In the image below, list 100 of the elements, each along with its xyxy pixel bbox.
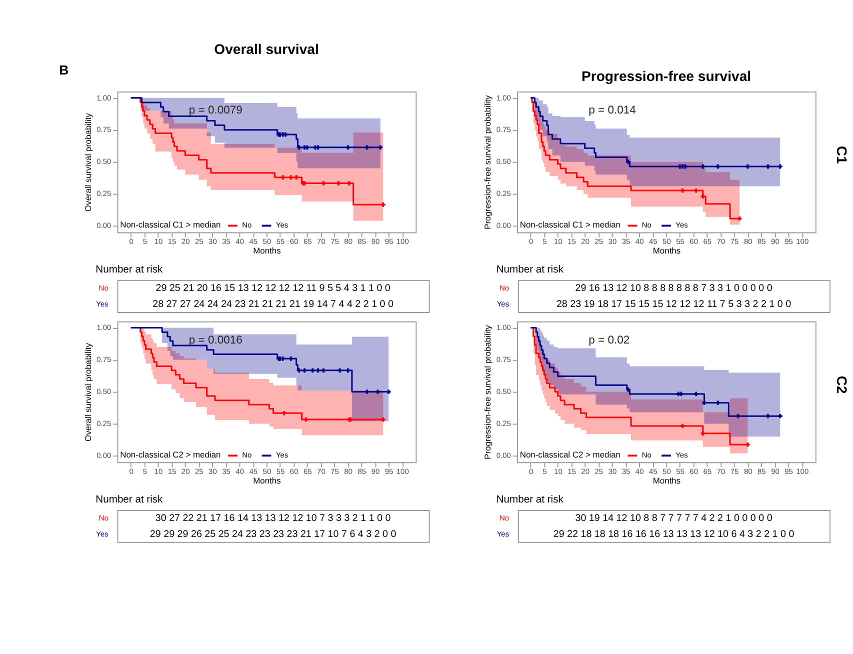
y-tick-label: 0.75 (96, 125, 112, 134)
category-label: No (499, 283, 510, 292)
x-tick-label: 80 (344, 236, 353, 246)
legend-label: Yes (676, 220, 688, 230)
x-tick-label: 15 (168, 466, 176, 476)
x-tick-label: 55 (276, 466, 285, 476)
x-tick-label: 5 (542, 236, 547, 246)
annotation: p = 0.02 (588, 334, 630, 346)
x-tick-label: 25 (194, 236, 204, 246)
x-tick-label: 45 (648, 466, 658, 476)
x-tick-label: 100 (396, 236, 409, 246)
legend-label: No (242, 220, 252, 230)
x-tick-label: 75 (330, 466, 339, 476)
y-tick-label: 0.25 (96, 419, 112, 428)
y-tick-label: 0.25 (96, 189, 112, 198)
x-tick-label: 85 (758, 466, 766, 476)
x-tick-label: 80 (744, 466, 752, 476)
legend-label: Yes (276, 450, 288, 460)
text: 30 27 22 21 17 16 14 13 13 12 12 10 7 3 3 3 2 1 1 0 0 (155, 512, 392, 524)
y-tick-label: 0.50 (496, 387, 511, 396)
x-tick-label: 100 (796, 466, 809, 476)
annotation: p = 0.0079 (188, 104, 242, 117)
x-tick-label: 95 (784, 236, 793, 246)
text: Number at risk (96, 264, 164, 276)
x-tick-label: 80 (344, 466, 353, 476)
x-tick-label: 35 (222, 236, 230, 246)
x-tick-label: 20 (581, 466, 590, 476)
x-tick-label: 90 (371, 236, 380, 246)
category-label: Yes (96, 529, 108, 538)
y-axis-title: Overall survival probability (82, 342, 93, 442)
category-label: Yes (496, 299, 510, 308)
y-tick-label: 0.75 (496, 125, 511, 134)
x-tick-label: 30 (208, 236, 217, 246)
x-tick-label: 100 (396, 466, 409, 476)
y-tick-label: 0.50 (96, 387, 112, 396)
x-axis-title: Months (652, 245, 681, 256)
x-tick-label: 30 (608, 466, 617, 476)
text: 29 25 21 20 16 15 13 12 12 12 12 11 9 5 5 4 3 1 1 0 0 (156, 282, 391, 294)
legend-label: Yes (676, 450, 688, 460)
x-tick-label: 10 (554, 466, 562, 476)
x-tick-label: 10 (154, 236, 163, 246)
legend-title: Non-classical C2 > median (120, 449, 222, 460)
y-tick-label: 0.25 (496, 419, 511, 428)
y-tick-label: 1.00 (96, 323, 112, 332)
legend-label: No (642, 220, 652, 230)
x-tick-label: 50 (662, 466, 671, 476)
x-tick-label: 90 (771, 236, 780, 246)
legend-title: Non-classical C2 > median (520, 449, 621, 460)
y-tick-label: 0.00 (496, 451, 511, 460)
y-tick-label: 0.75 (496, 355, 511, 364)
x-tick-label: 40 (236, 466, 244, 476)
x-tick-label: 15 (168, 236, 176, 246)
x-tick-label: 75 (730, 466, 739, 476)
category-label: No (98, 513, 108, 522)
x-tick-label: 95 (384, 236, 394, 246)
x-tick-label: 100 (796, 236, 809, 246)
y-tick-label: 0.00 (96, 221, 112, 230)
x-tick-label: 35 (622, 466, 630, 476)
x-tick-label: 70 (716, 236, 726, 246)
category-label: Yes (496, 529, 510, 538)
x-tick-label: 30 (608, 236, 617, 246)
text: C1 (834, 146, 850, 164)
x-tick-label: 85 (358, 236, 366, 246)
x-tick-label: 65 (303, 466, 312, 476)
category-label: Yes (96, 299, 108, 308)
x-tick-label: 50 (262, 466, 272, 476)
legend-title: Non-classical C1 > median (520, 220, 621, 230)
x-tick-label: 15 (568, 466, 576, 476)
x-tick-label: 30 (208, 466, 217, 476)
x-tick-label: 10 (554, 236, 562, 246)
y-axis-title: Overall survival probability (82, 112, 93, 212)
x-tick-label: 20 (181, 466, 190, 476)
x-tick-label: 55 (676, 236, 684, 246)
y-tick-label: 0.25 (496, 189, 511, 198)
x-tick-label: 55 (676, 466, 684, 476)
text: B (59, 62, 69, 78)
y-tick-label: 0.00 (96, 451, 112, 460)
annotation: p = 0.014 (588, 104, 636, 117)
text: Number at risk (496, 494, 564, 506)
x-tick-label: 85 (758, 236, 766, 246)
x-tick-label: 35 (222, 466, 230, 476)
y-tick-label: 0.50 (496, 157, 511, 166)
category-label: No (499, 513, 510, 522)
x-tick-label: 15 (568, 236, 576, 246)
x-tick-label: 45 (249, 466, 258, 476)
x-tick-label: 55 (276, 236, 285, 246)
text: C2 (834, 376, 850, 394)
x-tick-label: 10 (154, 466, 163, 476)
chart-title: Progression-free survival (581, 68, 752, 84)
x-tick-label: 75 (730, 236, 739, 246)
x-tick-label: 5 (542, 466, 547, 476)
x-tick-label: 95 (784, 466, 793, 476)
text: 29 29 29 26 25 25 24 23 23 23 23 21 17 10 7 6 4 3 2 0 0 (150, 528, 397, 540)
x-tick-label: 65 (303, 236, 312, 246)
y-tick-label: 1.00 (96, 93, 112, 102)
x-tick-label: 50 (262, 236, 272, 246)
x-tick-label: 60 (690, 466, 698, 476)
x-tick-label: 65 (703, 236, 712, 246)
x-tick-label: 0 (529, 236, 534, 246)
chart-title: Overall survival (214, 40, 319, 57)
